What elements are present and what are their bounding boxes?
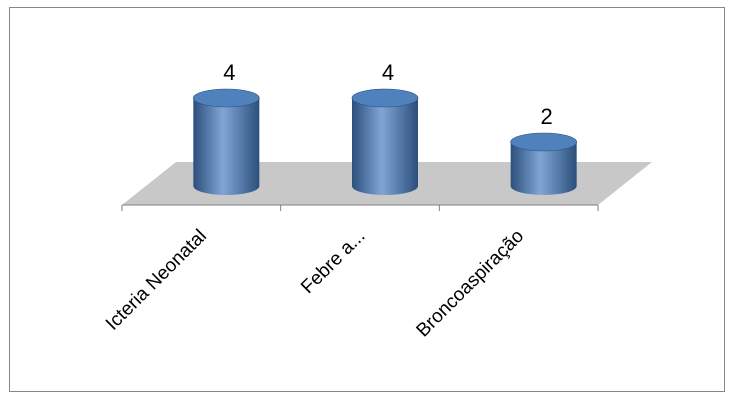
data-label: 4 [223,60,235,85]
bar-body [510,142,577,195]
bar-2 [351,88,419,195]
bar-body [193,98,260,195]
bar-1 [193,88,260,195]
data-label: 4 [382,60,394,85]
bar-top [193,88,260,108]
bar-top [510,132,577,152]
data-label: 2 [541,104,553,129]
ticks-layer [121,205,599,211]
bars-layer [193,88,577,195]
bar-top [351,88,419,108]
bar-3 [510,132,577,195]
bar-body [352,98,418,195]
